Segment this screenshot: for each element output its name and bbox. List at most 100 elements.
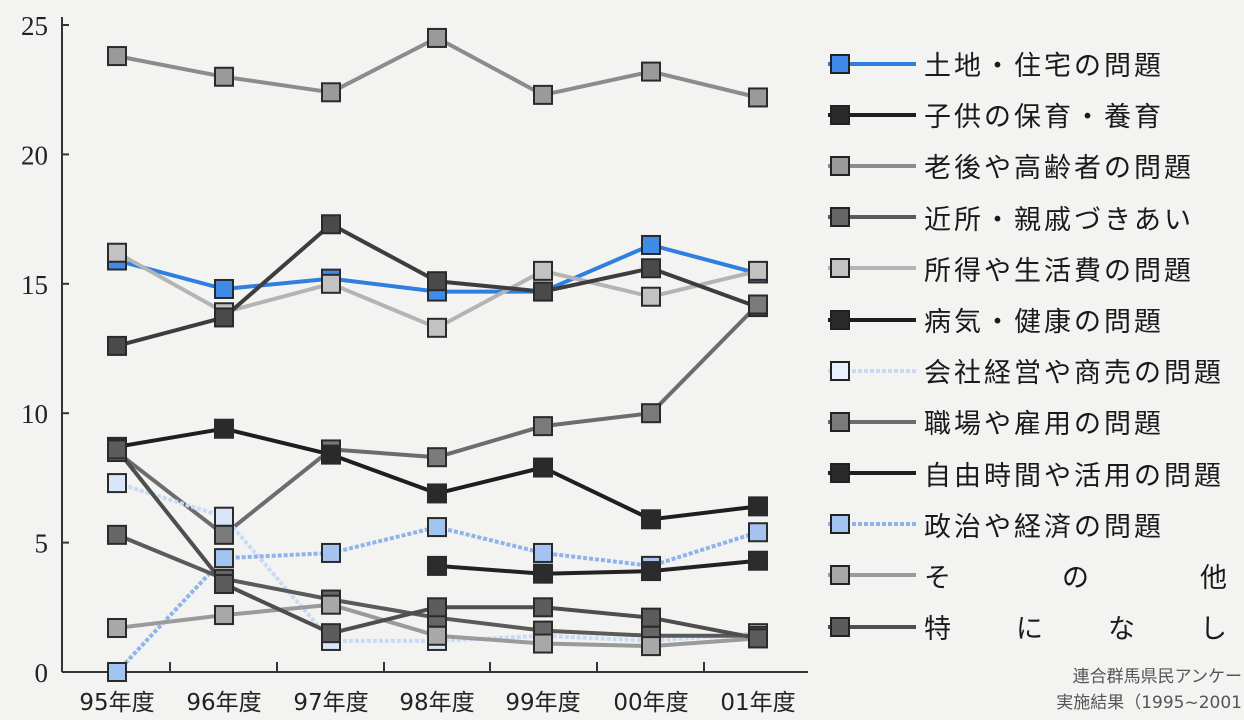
data-point [427,271,447,292]
legend-marker [828,463,916,484]
data-point [748,496,768,517]
legend-label-char: の [1062,562,1089,594]
legend-label: 政治や経済の問題 [924,511,1164,543]
legend-line [828,215,916,220]
legend-line [828,419,916,424]
data-point [214,66,234,87]
data-point [214,524,234,545]
y-tick-label: 20 [21,140,48,170]
y-tick-label: 5 [35,529,49,559]
data-point [214,574,234,595]
y-tick-label: 15 [21,270,48,300]
legend-marker [828,155,916,176]
data-point [214,548,234,569]
legend-swatch [830,411,850,432]
legend-marker [828,104,916,125]
legend-swatch [830,565,850,586]
legend-line [828,573,916,578]
data-point [748,260,768,281]
legend-swatch [830,53,850,74]
data-point [641,509,661,530]
legend-item: 所得や生活費の問題 [828,243,1233,294]
legend-label: 会社経営や商売の問題 [924,358,1224,390]
data-point [214,418,234,439]
line-chart: 0 5 10 15 20 25 95年度 96年度 97年度 98年度 99年度 00年度 01年度 [21,11,808,716]
legend-marker [828,207,916,228]
legend-marker [828,53,916,74]
legend-label: 自由時間や活用の問題 [924,460,1224,492]
data-point [214,605,234,626]
data-point [427,317,447,338]
source-note: 連合群馬県民アンケー 実施結果（1995~2001 [1056,664,1242,716]
data-point [107,524,127,545]
data-point [641,286,661,307]
data-point [321,594,341,615]
legend-label: その他 [924,556,1233,595]
data-point [641,403,661,424]
legend-line [828,266,916,271]
legend-item: 老後や高齢者の問題 [828,140,1233,191]
data-point [321,214,341,235]
data-point [641,61,661,82]
series-line [436,558,759,576]
source-line-1: 連合群馬県民アンケー [1072,667,1242,687]
legend-label: 子供の保育・養育 [924,102,1164,134]
data-point [533,633,553,654]
data-point [641,234,661,255]
legend-item: 職場や雇用の問題 [828,396,1233,447]
data-point [214,278,234,299]
data-point [748,87,768,108]
data-point [427,447,447,468]
x-tick-label: 97年度 [293,690,368,716]
source-line-2: 実施結果（1995~2001 [1056,693,1242,713]
y-tick-label: 0 [35,658,49,688]
data-point [427,555,447,576]
legend-line [828,624,916,629]
series-line [116,426,759,522]
legend-line [828,368,916,373]
legend-label-char: そ [924,562,951,594]
data-point [321,623,341,644]
legend-line [828,61,916,66]
data-point [641,258,661,279]
x-tick-label: 01年度 [720,690,795,716]
legend-line [828,317,916,322]
legend-marker [828,411,916,432]
y-tick-label: 10 [21,399,48,429]
data-point [533,281,553,302]
data-point [107,439,127,460]
legend-marker [828,565,916,586]
data-point [641,607,661,628]
data-point [321,273,341,294]
data-point [641,636,661,657]
legend-item: 特になし [828,601,1233,652]
legend-swatch [830,258,850,279]
legend-swatch [830,104,850,125]
legend-line [828,522,916,527]
legend-label-char: 特 [924,614,951,646]
data-point [748,628,768,649]
data-point [748,294,768,315]
x-tick-label: 00年度 [613,690,688,716]
legend-label: 土地・住宅の問題 [924,51,1164,83]
legend-label: 近所・親戚づきあい [924,204,1194,236]
data-point [214,307,234,328]
x-tick-label: 96年度 [186,690,261,716]
legend-marker [828,360,916,381]
data-point [107,662,127,682]
legend-label-char: 他 [1200,562,1227,594]
data-point [533,84,553,105]
x-tick-label: 95年度 [79,690,154,716]
legend-swatch [830,360,850,381]
y-tick-label: 25 [21,11,48,41]
legend-item: 土地・住宅の問題 [828,38,1233,89]
data-point [214,506,234,527]
data-point [641,561,661,582]
x-tick-label: 99年度 [505,690,580,716]
legend-marker [828,616,916,637]
legend-swatch [830,207,850,228]
legend-label: 老後や高齢者の問題 [924,153,1194,185]
data-point [427,597,447,618]
legend-label: 病気・健康の問題 [924,307,1164,339]
data-point [748,522,768,543]
